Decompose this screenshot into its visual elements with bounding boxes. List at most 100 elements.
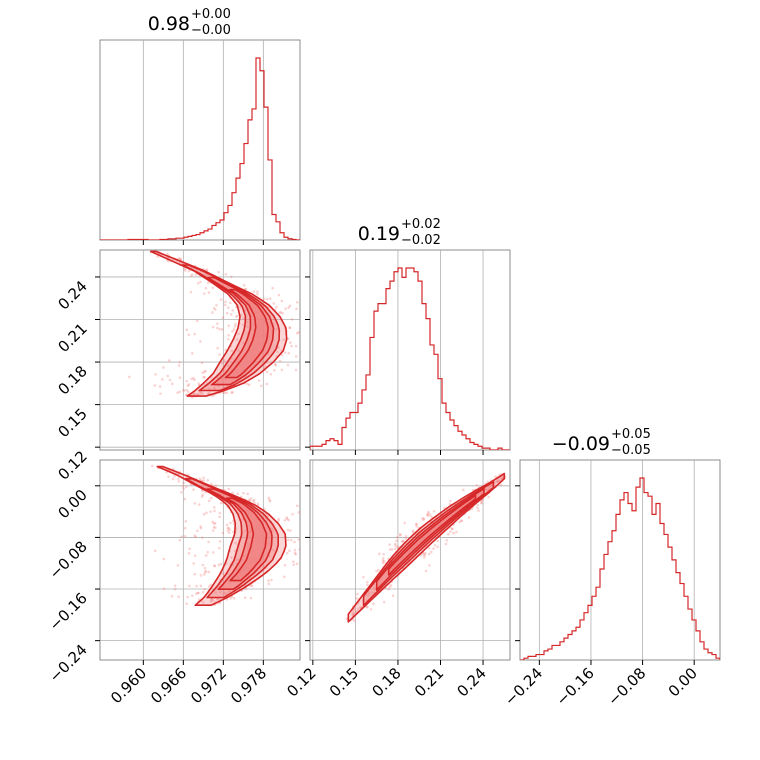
scatter-point (293, 551, 297, 555)
scatter-point (449, 530, 452, 534)
scatter-point (213, 387, 217, 390)
scatter-point (184, 269, 187, 272)
scatter-point (424, 551, 427, 555)
scatter-point (187, 552, 191, 555)
scatter-point (216, 346, 219, 350)
scatter-point (241, 323, 245, 327)
scatter-point (277, 519, 280, 523)
scatter-point (287, 351, 291, 355)
scatter-point (345, 617, 348, 621)
scatter-point (235, 558, 239, 562)
scatter-point (286, 538, 290, 542)
scatter-point (366, 594, 370, 598)
scatter-point (236, 492, 240, 496)
scatter-point (178, 360, 181, 364)
scatter-point (283, 563, 287, 567)
scatter-point (265, 297, 269, 301)
scatter-point (283, 351, 287, 354)
scatter-point (196, 591, 200, 595)
scatter-point (280, 299, 284, 303)
scatter-point (173, 584, 177, 588)
scatter-point (270, 578, 273, 582)
density-contour-3 (225, 497, 268, 582)
scatter-point (229, 521, 232, 525)
scatter-point (185, 379, 189, 383)
scatter-point (298, 548, 300, 551)
scatter-point (246, 382, 249, 386)
scatter-point (265, 382, 269, 386)
scatter-point (199, 390, 203, 394)
scatter-point (495, 480, 499, 484)
y-tick-label: 0.00 (54, 486, 90, 522)
scatter-point (367, 590, 371, 594)
scatter-point (358, 606, 362, 609)
title-plus: +0.00 (191, 7, 231, 22)
scatter-point (234, 322, 237, 326)
scatter-point (199, 574, 203, 577)
scatter-point (201, 484, 204, 487)
scatter-point (272, 302, 275, 305)
panel-frame (99, 39, 301, 241)
scatter-point (401, 539, 405, 543)
scatter-point (173, 587, 177, 591)
scatter-point (153, 384, 157, 387)
scatter-point (237, 349, 241, 353)
scatter-point (267, 582, 271, 586)
scatter-point (194, 273, 198, 276)
scatter-point (426, 512, 430, 515)
scatter-point (297, 538, 300, 541)
scatter-point (193, 392, 197, 396)
scatter-point (268, 498, 271, 502)
histogram-panel-0 (99, 39, 301, 245)
scatter-point (394, 547, 397, 551)
scatter-point (171, 477, 175, 481)
x-tick-label: 0.15 (326, 664, 362, 700)
scatter-point (256, 292, 259, 296)
scatter-point (487, 485, 491, 489)
scatter-point (211, 520, 214, 524)
scatter-point (232, 328, 236, 331)
scatter-point (436, 539, 440, 543)
scatter-point (288, 326, 292, 330)
scatter-point (216, 322, 219, 325)
scatter-point (268, 297, 272, 301)
scatter-point (251, 499, 255, 503)
scatter-point (183, 389, 186, 392)
scatter-point (190, 377, 193, 381)
scatter-point (213, 522, 217, 525)
scatter-point (452, 531, 455, 535)
scatter-point (209, 583, 213, 587)
scatter-point (475, 484, 479, 487)
scatter-point (196, 529, 199, 533)
scatter-point (227, 526, 230, 530)
scatter-point (273, 368, 276, 372)
scatter-point (277, 517, 280, 521)
scatter-point (156, 255, 159, 258)
scatter-point (185, 388, 189, 392)
scatter-point (256, 502, 260, 506)
scatter-point (394, 544, 397, 548)
panel-frame (309, 249, 511, 451)
scatter-point (249, 497, 253, 500)
scatter-point (445, 539, 449, 542)
y-tick-label: −0.24 (46, 641, 91, 686)
scatter-point (270, 527, 274, 530)
scatter-point (205, 268, 208, 271)
scatter-point (215, 303, 218, 307)
x-tick-label: 0.21 (411, 664, 447, 700)
scatter-point (153, 549, 157, 553)
scatter-point (390, 548, 394, 551)
scatter-point (182, 487, 185, 490)
scatter-point (193, 502, 197, 505)
scatter-point (231, 330, 234, 333)
scatter-point (273, 362, 277, 366)
scatter-point (222, 592, 226, 595)
scatter-point (281, 311, 284, 315)
scatter-point (201, 493, 205, 497)
scatter-point (415, 522, 418, 526)
scatter-point (183, 497, 187, 501)
scatter-point (166, 374, 170, 378)
scatter-point (187, 584, 191, 588)
scatter-point (467, 516, 471, 519)
scatter-panel-1-0 (95, 249, 301, 455)
